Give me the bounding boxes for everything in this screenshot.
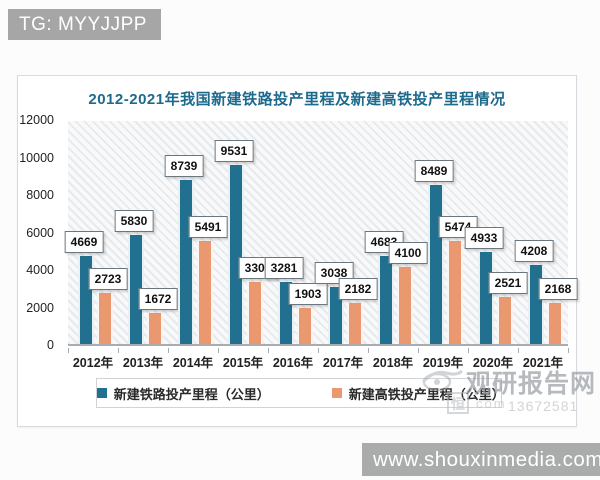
bar-value-label: 4208 — [514, 240, 554, 263]
bar-value-label: 8489 — [414, 159, 454, 182]
axis-tick — [118, 348, 119, 353]
axis-tick — [568, 348, 569, 353]
bar-value-label: 2521 — [488, 271, 528, 294]
plot-area: 4669 2723 5830 1672 8739 5491 9531 3306 3281 1903… — [64, 121, 578, 346]
chart-legend: 新建铁路投产里程（公里） 新建高铁投产里程（公里） — [96, 378, 505, 408]
x-tick-label: 2017年 — [322, 356, 364, 370]
bar-value-label: 1903 — [288, 283, 328, 306]
rail-bar — [328, 287, 344, 344]
rail-bar — [378, 256, 394, 344]
bar-value-label: 2723 — [88, 267, 128, 290]
bar-value-label: 4100 — [388, 242, 428, 265]
axis-tick — [268, 348, 269, 353]
hsr-bar — [497, 296, 513, 344]
axis-tick — [468, 348, 469, 353]
x-tick-label: 2016年 — [272, 356, 314, 370]
bar-value-label: 5491 — [188, 216, 228, 239]
legend-item: 新建高铁投产里程（公里） — [332, 384, 505, 403]
chart-title: 2012-2021年我国新建铁路投产里程及新建高铁投产里程情况 — [88, 91, 506, 108]
telegram-badge: TG: MYYJJPP — [8, 9, 161, 40]
x-tick-label: 2021年 — [522, 356, 564, 370]
hsr-bar — [147, 312, 163, 344]
hsr-bar — [197, 241, 213, 344]
bar-value-label: 2182 — [338, 278, 378, 301]
axis-tick — [418, 348, 419, 353]
y-tick-label: 8000 — [26, 188, 54, 202]
bar-value-label: 2168 — [538, 278, 578, 301]
y-tick-label: 12000 — [19, 113, 54, 127]
hsr-bar — [97, 292, 113, 344]
axis-tick — [518, 348, 519, 353]
y-tick-label: 6000 — [26, 225, 54, 240]
y-axis: 12000 10000 8000 6000 4000 2000 0 — [18, 76, 62, 376]
bar-value-label: 3281 — [264, 257, 304, 280]
bar-value-label: 5830 — [114, 209, 154, 232]
hsr-bar — [397, 267, 413, 344]
x-tick-label: 2019年 — [422, 356, 464, 370]
hsr-bar — [297, 308, 313, 344]
bar-value-label: 4669 — [64, 231, 104, 254]
x-tick-label: 2018年 — [372, 356, 414, 370]
hsr-bar — [347, 303, 363, 344]
rail-bar — [428, 184, 444, 344]
axis-tick — [218, 348, 219, 353]
y-tick-label: 10000 — [19, 150, 54, 165]
x-tick-label: 2015年 — [222, 356, 264, 370]
bar-value-label: 8739 — [164, 155, 204, 178]
axis-tick — [318, 348, 319, 353]
x-tick-label: 2013年 — [122, 356, 164, 370]
axis-tick — [168, 348, 169, 353]
legend-swatch-icon — [332, 388, 342, 398]
legend-swatch-icon — [97, 388, 107, 398]
y-tick-label: 2000 — [26, 300, 54, 315]
legend-item: 新建铁路投产里程（公里） — [97, 384, 270, 403]
y-tick-label: 4000 — [26, 263, 54, 277]
rail-bar — [528, 265, 544, 344]
hsr-bar — [247, 282, 263, 344]
axis-tick — [68, 348, 69, 353]
rail-bar — [178, 180, 194, 344]
bar-value-label: 4933 — [464, 226, 504, 249]
bar-value-label: 9531 — [214, 140, 254, 163]
x-tick-label: 2020年 — [472, 356, 514, 370]
x-tick-label: 2012年 — [72, 356, 114, 370]
chart-card: 2012-2021年我国新建铁路投产里程及新建高铁投产里程情况 12000 100… — [17, 75, 578, 427]
axis-tick — [368, 348, 369, 353]
footer-url-bar: www.shouxinmedia.com — [362, 443, 600, 476]
hsr-bar — [547, 303, 563, 344]
legend-label: 新建高铁投产里程（公里） — [348, 386, 505, 402]
hsr-bar — [447, 241, 463, 344]
rail-bar — [228, 165, 244, 344]
y-tick-label: 0 — [47, 338, 54, 352]
rail-bar — [478, 251, 494, 344]
x-axis: 2012年 2013年 2014年 2015年 2016年 2017年 2018年 2019年… — [68, 352, 568, 370]
legend-label: 新建铁路投产里程（公里） — [113, 386, 270, 402]
x-tick-label: 2014年 — [172, 356, 214, 370]
bar-value-label: 1672 — [138, 287, 178, 310]
